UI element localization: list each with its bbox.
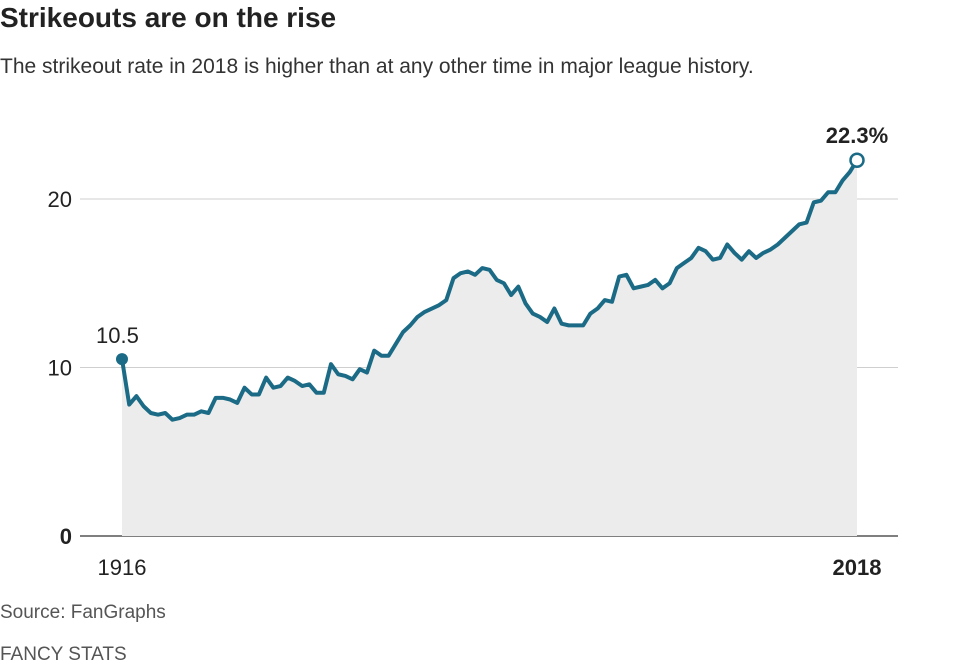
y-tick-label: 20 (48, 187, 72, 212)
y-tick-label: 0 (60, 524, 72, 549)
axes: 0 10 20 1916 2018 (48, 187, 882, 580)
end-point-marker (849, 152, 865, 168)
x-tick-label: 1916 (98, 555, 147, 580)
y-tick-label: 10 (48, 356, 72, 381)
data-marks: 10.5 22.3% (96, 123, 888, 422)
start-point-marker (116, 353, 128, 366)
area-fill (122, 160, 857, 537)
chart-title: Strikeouts are on the rise (0, 2, 337, 33)
chart-subtitle: The strikeout rate in 2018 is higher tha… (0, 55, 754, 78)
end-value-label: 22.3% (826, 123, 888, 148)
area-layer (122, 160, 857, 537)
series-line (120, 158, 859, 422)
strikeout-rate-chart: 0 10 20 1916 2018 10.5 22.3% (48, 123, 898, 580)
start-value-label: 10.5 (96, 323, 139, 348)
credit-label: FANCY STATS (0, 644, 127, 665)
x-tick-label: 2018 (833, 555, 882, 580)
source-note: Source: FanGraphs (0, 602, 166, 623)
